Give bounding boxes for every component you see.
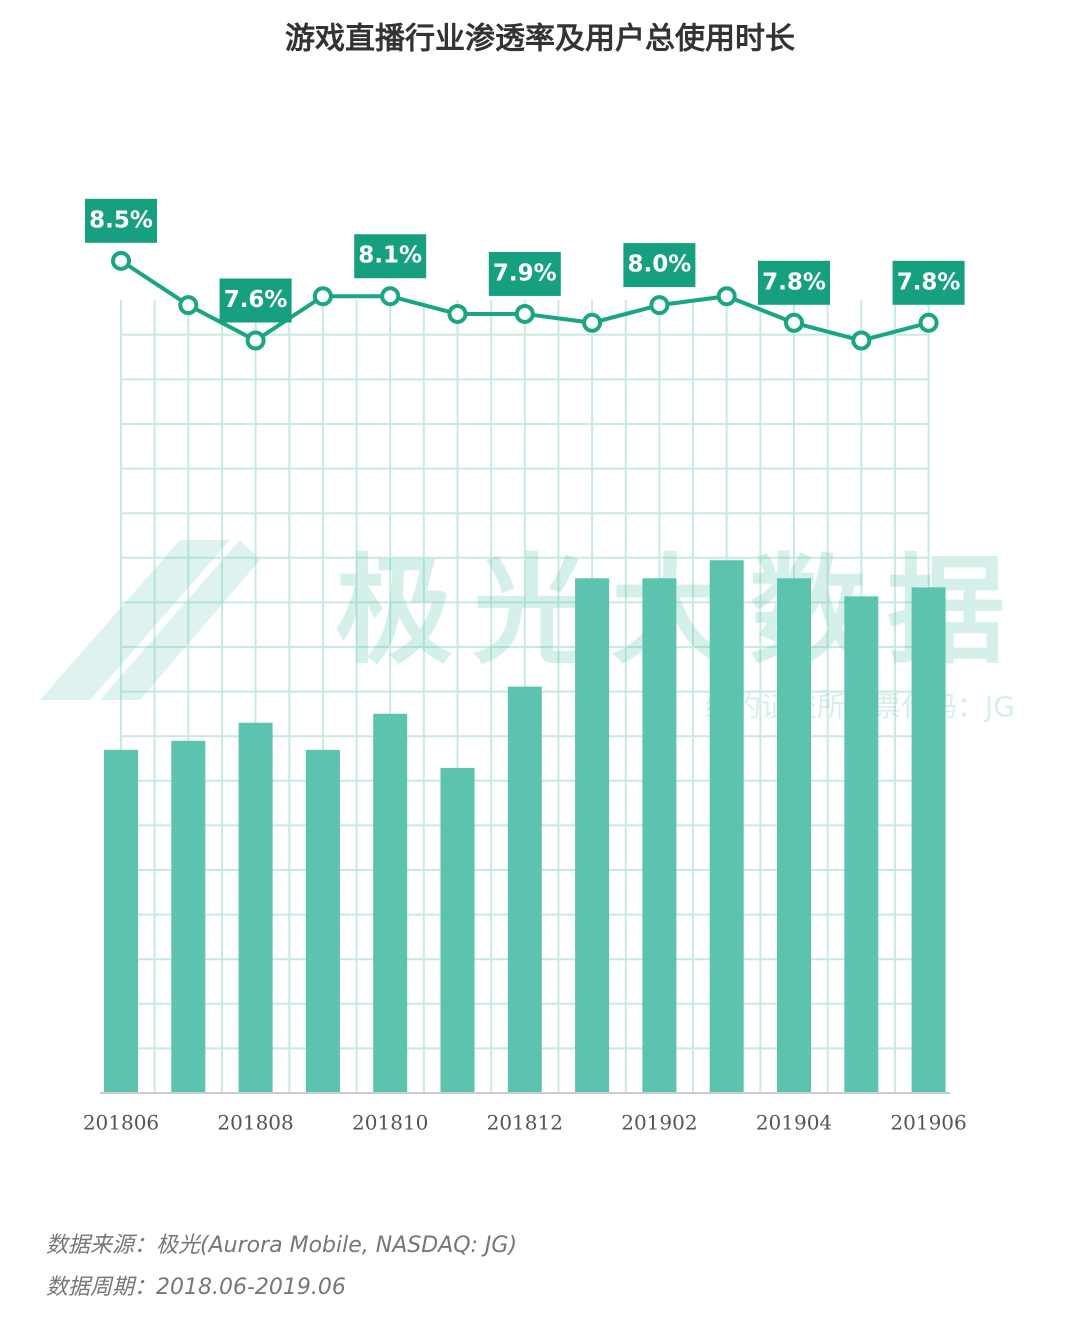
line-point [447, 303, 468, 324]
label-box [85, 198, 157, 243]
label-box [354, 234, 427, 279]
x-tick-label: 201810 [352, 1111, 428, 1135]
bar [104, 749, 138, 1093]
bar [373, 713, 408, 1093]
line-point [514, 303, 535, 324]
bar [171, 740, 206, 1093]
line-point [784, 312, 804, 333]
line-point [178, 295, 199, 316]
data-label: 8.0% [628, 252, 692, 278]
bar [642, 578, 677, 1093]
source-note: 数据来源：极光(Aurora Mobile, NASDAQ: JG) [46, 1233, 517, 1258]
bar [777, 578, 811, 1093]
label-box [219, 278, 292, 323]
bar [844, 596, 879, 1093]
bar [238, 722, 273, 1093]
bar [575, 578, 610, 1093]
watermark-logo [40, 540, 260, 700]
line-point [918, 312, 939, 333]
x-tick-label: 201904 [756, 1111, 832, 1135]
line-point [649, 295, 670, 316]
label-box [488, 251, 561, 296]
label-box [758, 260, 830, 305]
line-point [380, 286, 401, 307]
data-label: 8.5% [89, 207, 153, 233]
period-note: 数据周期：2018.06-2019.06 [46, 1275, 346, 1300]
line-point [716, 286, 737, 307]
data-label: 7.8% [762, 269, 826, 295]
data-label: 7.9% [493, 260, 557, 286]
bar [507, 686, 542, 1093]
line-point [582, 312, 603, 333]
data-label: 7.6% [224, 287, 288, 313]
x-tick-label: 201812 [487, 1111, 563, 1135]
x-tick-label: 201808 [217, 1111, 293, 1135]
label-box [892, 260, 965, 305]
bar [911, 587, 946, 1093]
line-point [312, 286, 333, 307]
label-box [623, 243, 696, 288]
data-label: 7.8% [897, 269, 961, 295]
data-label: 8.1% [358, 243, 422, 269]
x-tick-label: 201902 [621, 1111, 697, 1135]
line-point [245, 330, 266, 351]
line-point [851, 330, 872, 351]
chart-title: 游戏直播行业渗透率及用户总使用时长 [285, 22, 795, 57]
x-tick-label: 201906 [890, 1111, 966, 1135]
bar [709, 560, 744, 1093]
x-tick-label: 201806 [83, 1111, 159, 1135]
bar [305, 749, 340, 1093]
bar [440, 767, 475, 1093]
line-point [111, 250, 131, 271]
